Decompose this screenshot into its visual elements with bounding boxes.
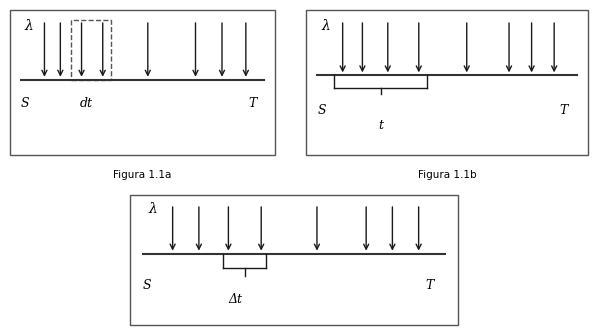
- Text: T: T: [249, 97, 257, 110]
- Text: S: S: [143, 279, 152, 291]
- Text: λ: λ: [148, 202, 157, 216]
- Text: S: S: [20, 97, 29, 110]
- Text: Figura 1.1b: Figura 1.1b: [417, 170, 477, 180]
- Text: Δt: Δt: [228, 293, 242, 306]
- Text: Figura 1.1a: Figura 1.1a: [113, 170, 172, 180]
- Text: λ: λ: [25, 19, 33, 33]
- Text: λ: λ: [322, 19, 330, 33]
- Text: t: t: [378, 119, 383, 132]
- Text: S: S: [318, 105, 326, 117]
- Text: T: T: [560, 105, 568, 117]
- Text: dt: dt: [80, 97, 93, 110]
- Text: T: T: [425, 279, 434, 291]
